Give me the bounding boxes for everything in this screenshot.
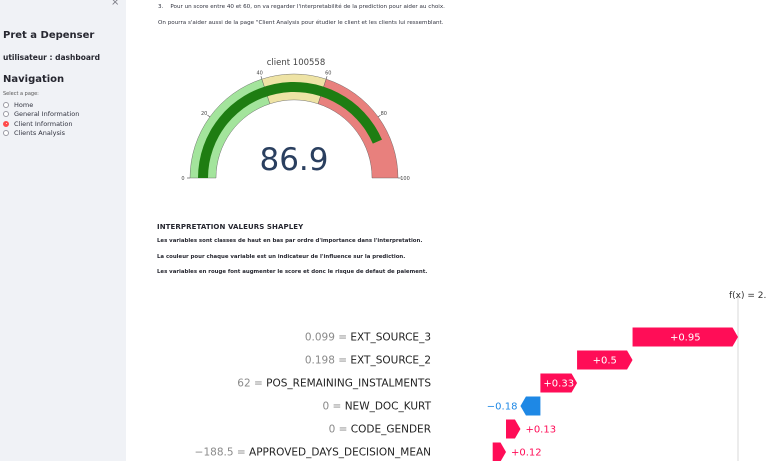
radio-button-icon [3,111,9,118]
feature-equals: = [251,378,266,390]
radio-button-icon [3,130,9,137]
gauge-tick-label: 60 [325,70,331,76]
feature-name: EXT_SOURCE_2 [350,355,431,367]
shap-waterfall-chart: f(x) = 2. 0.099 = EXT_SOURCE_3 +0.95 0.198… [195,291,766,461]
navigation-heading: Navigation [3,74,65,85]
user-label: utilisateur : dashboard [3,53,100,62]
radio-label: Home [14,100,34,109]
feature-equals: = [234,447,249,459]
page-radio-group: Home General Information Client Informat… [3,100,126,138]
gauge-title: client 100558 [267,58,326,68]
radio-label: Client Information [14,119,73,128]
feature-equals: = [335,355,350,367]
radio-home[interactable]: Home [3,100,126,110]
feature-label: 0 = NEW_DOC_KURT [323,401,432,413]
fx-label: f(x) = 2. [729,291,766,301]
feature-equals: = [335,332,350,344]
feature-value: −188.5 [195,447,234,459]
shap-bar [492,442,507,461]
gauge-value: 86.9 [259,142,328,178]
shap-bar [506,419,521,439]
shap-description-3: Les variables en rouge font augmenter le… [157,269,428,275]
shap-value-label: +0.13 [525,425,556,436]
gauge-tick-label: 80 [381,111,387,117]
gauge-tick-label: 100 [400,176,410,182]
feature-value: 0 [323,401,330,413]
aide-text: On pourra s'aider aussi de la page "Clie… [158,20,444,26]
feature-name: NEW_DOC_KURT [345,401,432,413]
gauge-tick-mark [260,76,263,80]
gauge-tick-mark [207,114,211,118]
feature-label: −188.5 = APPROVED_DAYS_DECISION_MEAN [195,447,431,459]
score-gauge: client 100558 0 20 40 60 80 100 86.9 [181,58,409,182]
radio-label: General Information [14,110,80,119]
feature-name: APPROVED_DAYS_DECISION_MEAN [249,447,431,459]
close-icon[interactable]: × [111,0,120,8]
gauge-ticks: 0 20 40 60 80 100 [181,70,409,182]
waterfall-row: −188.5 = APPROVED_DAYS_DECISION_MEAN +0.1… [195,442,542,461]
main-content: 3. Pour un score entre 40 et 60, on va re… [126,0,768,461]
shap-title: INTERPRETATION VALEURS SHAPLEY [157,223,304,231]
radio-button-selected-icon [3,120,9,127]
feature-label: 0.099 = EXT_SOURCE_3 [305,332,431,344]
radio-label: Clients Analysis [14,129,66,138]
radio-button-icon [3,101,9,108]
feature-equals: = [335,424,350,436]
select-page-label: Select a page: [3,91,39,97]
waterfall-row: 62 = POS_REMAINING_INSTALMENTS +0.33 [237,373,578,393]
shap-description-1: Les variables sont classes de haut en ba… [157,238,423,244]
feature-value: 62 [237,378,250,390]
radio-general-information[interactable]: General Information [3,110,126,120]
feature-name: POS_REMAINING_INSTALMENTS [266,378,431,390]
feature-equals: = [329,401,344,413]
radio-clients-analysis[interactable]: Clients Analysis [3,129,126,139]
step-text: Pour un score entre 40 et 60, on va rega… [170,4,445,10]
shap-bar [540,373,578,393]
gauge-tick-mark [325,76,328,80]
feature-label: 0.198 = EXT_SOURCE_2 [305,355,431,367]
waterfall-row: 0 = CODE_GENDER +0.13 [329,419,556,439]
feature-value: 0.198 [305,355,335,367]
step-instruction: 3. Pour un score entre 40 et 60, on va re… [158,4,445,10]
app-title: Pret a Depenser [3,30,95,41]
waterfall-row: 0.198 = EXT_SOURCE_2 +0.5 [305,350,633,370]
gauge-tick-mark [377,114,381,118]
shap-value-label: +0.12 [511,448,542,459]
shap-description-2: La couleur pour chaque variable est un i… [157,254,406,260]
gauge-tick-label: 0 [181,176,184,182]
sidebar: × Pret a Depenser utilisateur : dashboar… [0,0,126,461]
radio-client-information[interactable]: Client Information [3,119,126,129]
waterfall-row: 0 = NEW_DOC_KURT −0.18 [323,396,541,416]
feature-name: EXT_SOURCE_3 [350,332,431,344]
feature-name: CODE_GENDER [351,424,431,436]
shap-bar [577,350,633,370]
feature-label: 0 = CODE_GENDER [329,424,431,436]
gauge-tick-label: 20 [201,111,207,117]
shap-value-label: +0.95 [670,333,701,344]
gauge-value-bar [198,81,382,178]
feature-value: 0 [329,424,336,436]
feature-value: 0.099 [305,332,335,344]
gauge-tick-label: 40 [257,70,263,76]
step-number: 3. [158,4,164,10]
waterfall-rows: 0.099 = EXT_SOURCE_3 +0.95 0.198 = EXT_SOU… [195,327,738,461]
shap-value-label: +0.33 [543,379,574,390]
shap-bar [632,327,738,347]
shap-value-label: −0.18 [487,402,518,413]
feature-label: 62 = POS_REMAINING_INSTALMENTS [237,378,431,390]
waterfall-row: 0.099 = EXT_SOURCE_3 +0.95 [305,327,738,347]
shap-bar [520,396,541,416]
shap-value-label: +0.5 [593,356,617,367]
